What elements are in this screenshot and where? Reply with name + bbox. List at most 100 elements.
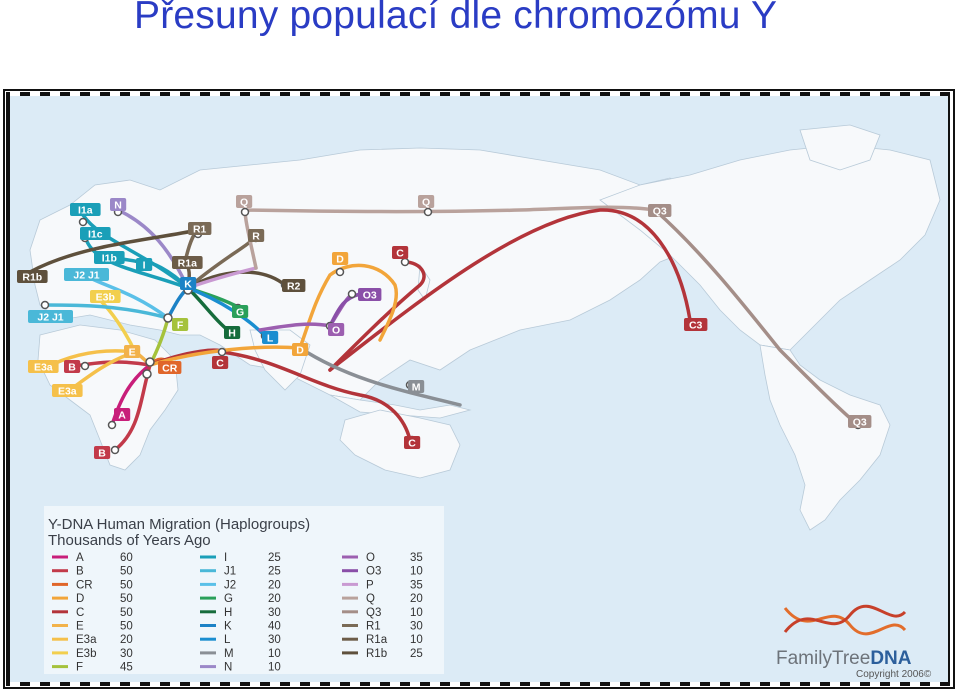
map-label-h: H — [224, 326, 241, 340]
map-label-e: E — [124, 345, 141, 359]
legend: Y-DNA Human Migration (Haplogroups) Thou… — [44, 506, 444, 674]
legend-years: 60 — [120, 552, 133, 564]
map-label-j2-j1: J2 J1 — [28, 310, 73, 324]
legend-years: 30 — [268, 607, 281, 619]
legend-item-n: N 10 — [200, 662, 281, 674]
legend-code: K — [224, 621, 232, 633]
legend-code: C — [76, 607, 84, 619]
map-label-i1a: I1a — [70, 203, 101, 217]
legend-code: E3b — [76, 648, 96, 660]
branding: FamilyTreeDNA Copyright 2006© — [776, 604, 932, 680]
legend-years: 50 — [120, 566, 133, 578]
map-label-text: D — [296, 345, 304, 357]
landmasses — [29, 124, 941, 531]
map-label-g: G — [232, 305, 249, 319]
map-label-c: C — [404, 436, 421, 450]
legend-code: J1 — [224, 566, 236, 578]
legend-item-j2: J2 20 — [200, 579, 281, 591]
map-label-o3: O3 — [358, 288, 382, 302]
route-c-south — [220, 350, 412, 442]
map-label-i1c: I1c — [80, 227, 111, 241]
map-label-text: R2 — [287, 281, 301, 293]
legend-code: R1 — [366, 621, 381, 633]
map-labels: I1a I1c N I1b R1b J2 J1 I R1a R1 E3b J2 J1 K F GH L E E3… — [17, 195, 872, 460]
map-label-text: J2 J1 — [37, 312, 63, 324]
legend-item-l: L 30 — [200, 634, 281, 646]
legend-code: I — [224, 552, 227, 564]
brand-name-regular: FamilyTree — [776, 648, 870, 669]
map-label-n: N — [110, 198, 127, 212]
legend-item-m: M 10 — [200, 648, 281, 660]
legend-item-e: E 50 — [52, 621, 133, 633]
legend-heading: Y-DNA Human Migration (Haplogroups) — [48, 516, 310, 533]
legend-years: 25 — [410, 648, 423, 660]
map-label-text: F — [177, 320, 184, 332]
map-label-text: L — [267, 333, 274, 345]
map-label-text: I1c — [88, 229, 103, 241]
greenland — [799, 124, 881, 171]
map-label-r1a: R1a — [172, 256, 203, 270]
map-label-text: I1a — [78, 205, 93, 217]
map-label-q: Q — [236, 195, 253, 209]
north-america — [599, 144, 941, 351]
map-label-text: B — [98, 448, 106, 460]
map-frame — [3, 89, 955, 689]
page-title: Přesuny populací dle chromozómu Y — [134, 0, 778, 37]
legend-code: O — [366, 552, 375, 564]
route-q3 — [653, 208, 860, 427]
map-label-k: K — [180, 277, 197, 291]
legend-code: D — [76, 593, 84, 605]
map-label-r1: R1 — [188, 222, 212, 236]
map-label-i: I — [136, 258, 153, 272]
map-label-d: D — [292, 343, 309, 357]
map-label-text: E3b — [96, 292, 115, 304]
legend-years: 10 — [268, 662, 281, 674]
legend-code: B — [76, 566, 84, 578]
route-r1b — [28, 228, 200, 274]
legend-code: R1a — [366, 634, 388, 646]
legend-years: 35 — [410, 552, 423, 564]
map-label-text: A — [118, 410, 126, 422]
map-label-j2-j1: J2 J1 — [64, 268, 109, 282]
australia — [339, 409, 461, 479]
legend-years: 20 — [120, 634, 133, 646]
legend-years: 50 — [120, 621, 133, 633]
legend-years: 50 — [120, 593, 133, 605]
legend-code: E3a — [76, 634, 97, 646]
map-label-text: J2 J1 — [73, 270, 99, 282]
map-label-i1b: I1b — [94, 251, 125, 265]
legend-years: 50 — [120, 607, 133, 619]
legend-item-j1: J1 25 — [200, 566, 281, 578]
map-label-text: Q — [240, 197, 248, 209]
legend-item-h: H 30 — [200, 607, 281, 619]
map-label-l: L — [262, 331, 279, 345]
map-label-text: D — [336, 254, 344, 266]
map-label-text: R1a — [178, 258, 197, 270]
legend-item-r1b: R1b 25 — [342, 648, 423, 660]
legend-years: 30 — [120, 648, 133, 660]
route-j2j1-west — [43, 303, 170, 320]
map-label-q3: Q3 — [848, 415, 872, 429]
map-label-b: B — [64, 360, 81, 374]
map-label-text: C — [216, 358, 224, 370]
legend-code: Q3 — [366, 607, 381, 619]
map-label-q: Q — [418, 195, 435, 209]
south-america — [759, 344, 891, 531]
legend-code: G — [224, 593, 233, 605]
map-label-text: R — [252, 231, 260, 243]
legend-code: P — [366, 579, 374, 591]
legend-item-e3a: E3a 20 — [52, 634, 133, 646]
legend-item-p: P 35 — [342, 579, 423, 591]
legend-code: L — [224, 634, 231, 646]
map-label-text: E — [129, 347, 136, 359]
legend-years: 20 — [268, 579, 281, 591]
legend-code: H — [224, 607, 232, 619]
map-label-c: C — [212, 356, 229, 370]
map-label-r: R — [248, 229, 265, 243]
map-label-text: O — [332, 325, 340, 337]
map-label-text: C — [396, 248, 404, 260]
map-label-text: Q3 — [853, 417, 867, 429]
route-q-east — [243, 205, 657, 214]
route-c-north — [328, 260, 426, 372]
legend-code: A — [76, 552, 84, 564]
